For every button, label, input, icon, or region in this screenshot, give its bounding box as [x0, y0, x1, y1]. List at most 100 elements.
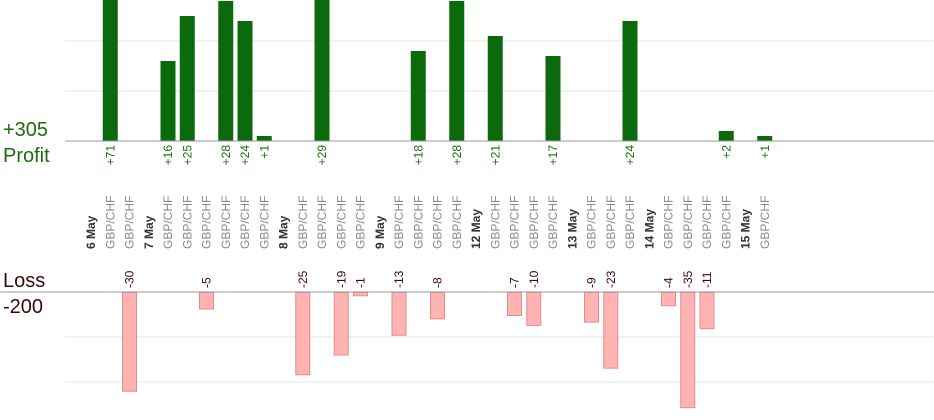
pair-label: GBP/CHF [238, 196, 252, 249]
profit-bar [314, 0, 330, 141]
loss-bar [603, 292, 619, 369]
pair-label: GBP/CHF [662, 196, 676, 249]
loss-bar [680, 292, 696, 409]
loss-bar [430, 292, 445, 320]
category-labels: 6 May GBP/CHF +71 GBP/CHF -30 7 May GBP/CHF +16… [84, 145, 772, 288]
profit-value-label: +24 [623, 145, 637, 166]
loss-bar [333, 292, 349, 356]
loss-bar [507, 292, 522, 317]
profit-value-label: +18 [411, 145, 425, 166]
loss-value-label: -5 [200, 277, 214, 288]
loss-value-label: -30 [123, 270, 137, 288]
profit-value-label: +1 [758, 145, 772, 159]
profit-bar [218, 1, 234, 141]
profit-bar [102, 0, 118, 141]
pair-label: GBP/CHF [103, 196, 117, 249]
pair-label: GBP/CHF [546, 196, 560, 249]
loss-bar [122, 292, 137, 392]
loss-value-label: -9 [585, 277, 599, 288]
profit-bar [757, 136, 773, 141]
profit-value-label: +16 [161, 145, 175, 166]
pair-label: GBP/CHF [334, 196, 348, 249]
date-label: 12 May [469, 209, 483, 249]
date-label: 6 May [84, 215, 98, 249]
loss-value-label: -19 [334, 270, 348, 288]
pair-label: GBP/CHF [758, 196, 772, 249]
profit-value-label: +1 [257, 145, 271, 159]
pair-label: GBP/CHF [392, 196, 406, 249]
profit-label: Profit [3, 145, 50, 167]
loss-bar [353, 292, 368, 297]
profit-value-label: +17 [546, 145, 560, 166]
profit-value-label: +25 [180, 145, 194, 166]
profit-bar [410, 51, 426, 141]
date-label: 7 May [142, 215, 156, 249]
pair-label: GBP/CHF [431, 196, 445, 249]
pair-label: GBP/CHF [219, 196, 233, 249]
pair-label: GBP/CHF [161, 196, 175, 249]
profit-value-label: +29 [315, 145, 329, 166]
pair-label: GBP/CHF [719, 196, 733, 249]
profit-bar [160, 61, 176, 141]
profit-bar [545, 56, 561, 141]
pair-label: GBP/CHF [296, 196, 310, 249]
pair-label: GBP/CHF [623, 196, 637, 249]
date-label: 14 May [642, 209, 656, 249]
loss-bar [295, 292, 311, 376]
profit-value-label: +2 [719, 145, 733, 159]
loss-total: -200 [3, 296, 44, 318]
profit-bar [237, 21, 253, 141]
pair-label: GBP/CHF [527, 196, 541, 249]
pair-label: GBP/CHF [200, 196, 214, 249]
loss-bar [199, 292, 214, 310]
profit-value-label: +71 [103, 145, 117, 166]
loss-value-label: -23 [604, 270, 618, 288]
profit-bar [622, 21, 638, 141]
loss-value-label: -8 [431, 277, 445, 288]
profit-value-label: +21 [488, 145, 502, 166]
date-label: 13 May [565, 209, 579, 249]
pair-label: GBP/CHF [681, 196, 695, 249]
profit-bar [179, 16, 195, 141]
pair-label: GBP/CHF [257, 196, 271, 249]
loss-value-label: -1 [354, 277, 368, 288]
profit-bar [487, 36, 503, 141]
pair-label: GBP/CHF [123, 196, 137, 249]
pair-label: GBP/CHF [604, 196, 618, 249]
profit-bar [449, 1, 465, 141]
loss-bar [391, 292, 407, 336]
date-label: 8 May [277, 215, 291, 249]
profit-total: +305 [3, 119, 49, 141]
loss-bar [526, 292, 542, 326]
profit-bar [256, 136, 272, 141]
loss-bars [122, 292, 715, 409]
date-label: 15 May [739, 209, 753, 249]
pair-label: GBP/CHF [180, 196, 194, 249]
pair-label: GBP/CHF [315, 196, 329, 249]
pair-label: GBP/CHF [450, 196, 464, 249]
loss-value-label: -35 [681, 270, 695, 288]
loss-value-label: -10 [527, 270, 541, 288]
pair-label: GBP/CHF [488, 196, 502, 249]
loss-value-label: -11 [700, 271, 714, 288]
profit-bar [718, 131, 734, 141]
profit-value-label: +24 [238, 145, 252, 166]
loss-bar [661, 292, 676, 307]
loss-bar [584, 292, 599, 323]
pair-label: GBP/CHF [354, 196, 368, 249]
loss-bar [699, 292, 715, 330]
loss-label: Loss [3, 270, 46, 292]
profit-value-label: +28 [219, 145, 233, 166]
loss-value-label: -13 [392, 270, 406, 288]
loss-value-label: -25 [296, 270, 310, 288]
loss-value-label: -4 [662, 277, 676, 288]
pair-label: GBP/CHF [700, 196, 714, 249]
date-label: 9 May [373, 215, 387, 249]
pair-label: GBP/CHF [411, 196, 425, 249]
pair-label: GBP/CHF [508, 196, 522, 249]
profit-bars [102, 0, 773, 141]
pair-label: GBP/CHF [585, 196, 599, 249]
loss-value-label: -7 [508, 277, 522, 288]
profit-value-label: +28 [450, 145, 464, 166]
